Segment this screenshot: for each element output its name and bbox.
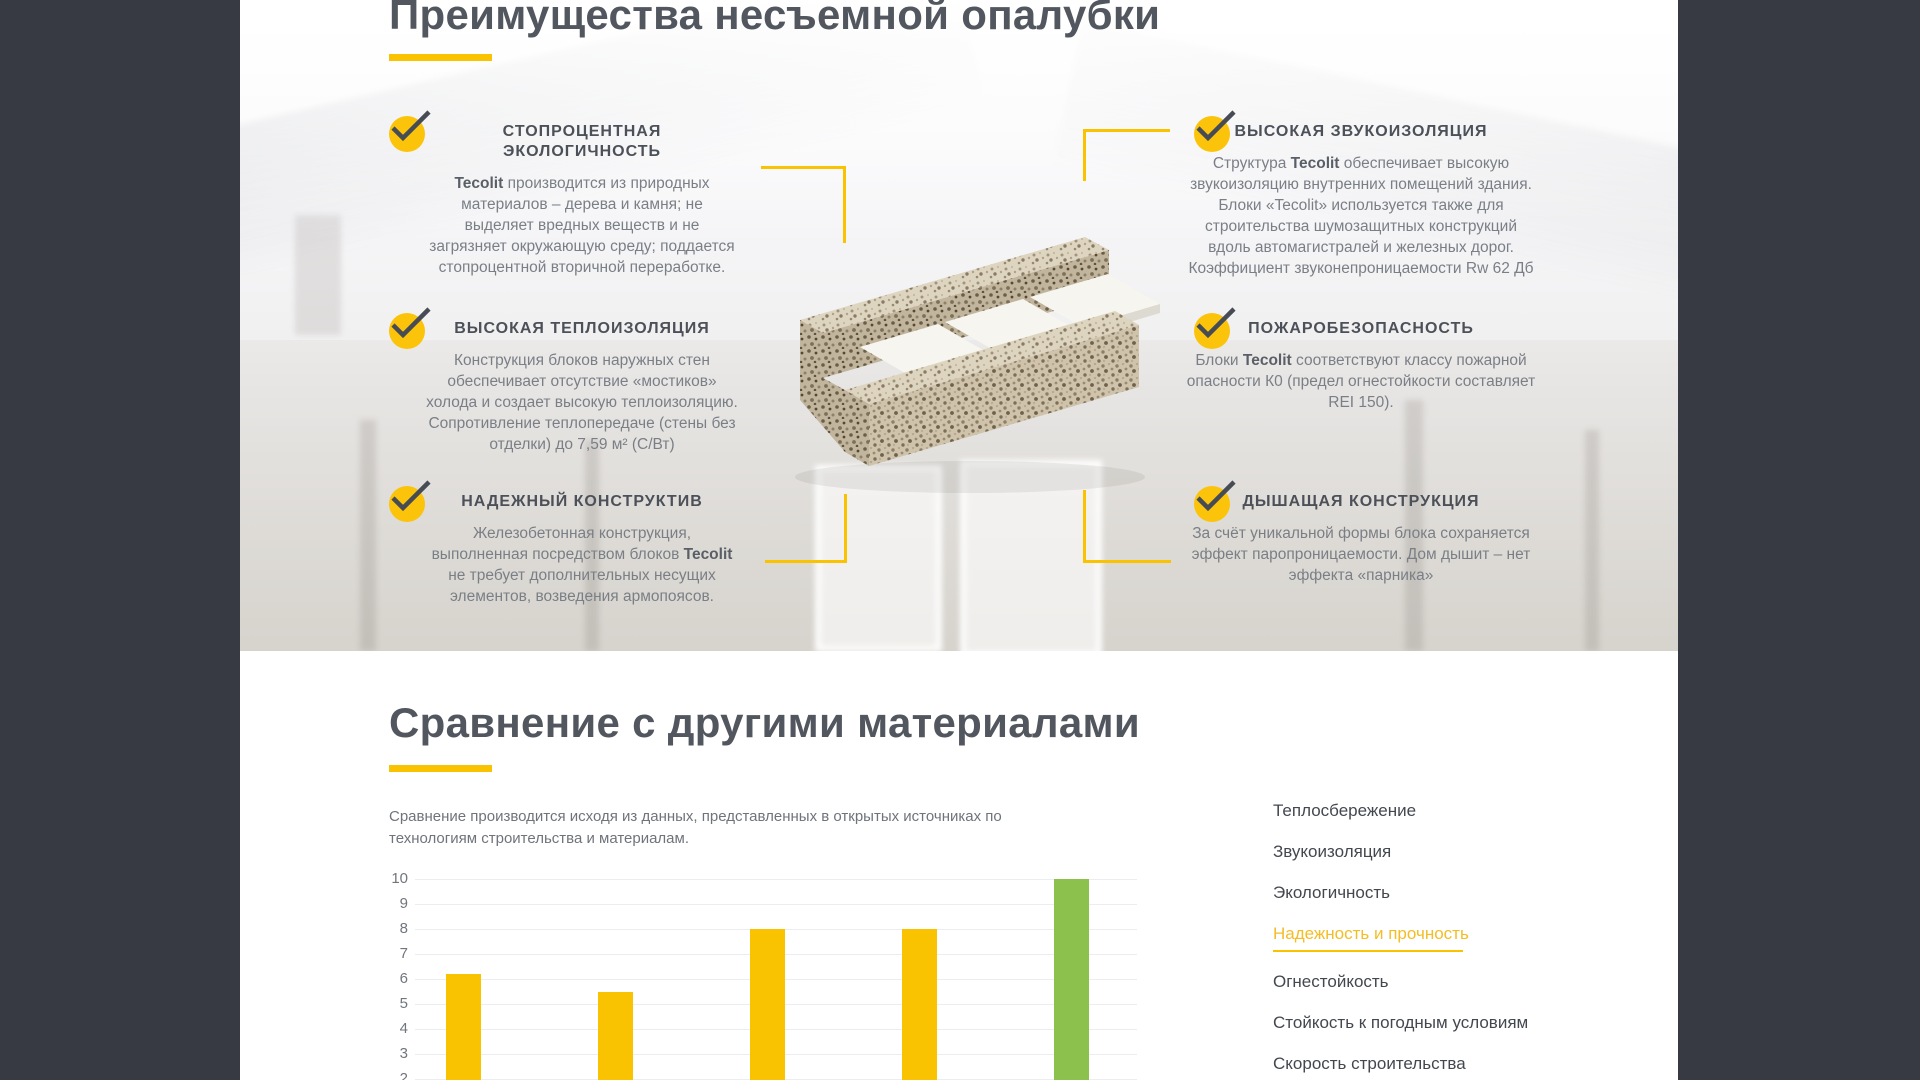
menu-item-0[interactable]: Теплосбережение	[1273, 801, 1417, 820]
feature-heading: ВЫСОКАЯ ТЕПЛОИЗОЛЯЦИЯ	[454, 320, 710, 337]
checkmark-glyph	[1196, 480, 1236, 512]
chart-bar	[598, 991, 633, 1080]
menu-item-1[interactable]: Звукоизоляция	[1273, 842, 1392, 861]
background-window	[960, 460, 1102, 651]
chart-bar	[750, 929, 785, 1080]
feature-structure: НАДЕЖНЫЙ КОНСТРУКТИВ Железобетонная конс…	[389, 480, 739, 607]
check-icon	[389, 480, 437, 522]
background-post	[585, 440, 599, 651]
menu-item-5[interactable]: Стойкость к погодным условиям	[1273, 1013, 1529, 1032]
feature-body: Железобетонная конструкция, выполненная …	[431, 525, 733, 605]
feature-heading: ВЫСОКАЯ ЗВУКОИЗОЛЯЦИЯ	[1234, 123, 1488, 140]
feature-body: Tecolit производится из природных матери…	[429, 175, 735, 276]
comparison-metric-menu: Теплосбережение Звукоизоляция Экологичност…	[1273, 800, 1613, 1080]
feature-body: Структура Tecolit обеспечивает высокую з…	[1188, 155, 1534, 277]
comparison-note: Сравнение производится исходя из данных,…	[389, 808, 1002, 847]
check-icon	[389, 110, 437, 152]
checkmark-glyph	[391, 480, 431, 512]
advantages-title: Преимущества несъемной опалубки	[389, 0, 1161, 38]
background-post	[360, 420, 376, 651]
chart-bar	[902, 929, 937, 1080]
y-axis-tick-label: 6	[399, 970, 408, 987]
checkmark-glyph	[391, 307, 431, 339]
page-content: Преимущества несъемной опалубки СТОПРОЦЕ…	[240, 0, 1678, 1080]
menu-item-6[interactable]: Скорость строительства	[1273, 1054, 1466, 1073]
background-window	[815, 465, 942, 651]
chart-bar-highlight	[1054, 879, 1089, 1080]
feature-heading: НАДЕЖНЫЙ КОНСТРУКТИВ	[461, 493, 703, 510]
background-haze	[240, 0, 1678, 240]
feature-body: За счёт уникальной формы блока сохраняет…	[1191, 525, 1531, 584]
formwork-block-3d-image	[795, 237, 1160, 493]
y-axis-tick-label: 5	[399, 995, 408, 1012]
feature-body: Блоки Tecolit соответствуют классу пожар…	[1186, 352, 1536, 411]
feature-body: Конструкция блоков наружных стен обеспеч…	[426, 352, 738, 453]
checkmark-glyph	[1196, 307, 1236, 339]
check-icon	[389, 307, 437, 349]
y-axis-tick-label: 4	[399, 1020, 408, 1037]
comparison-bar-chart: 10 9 8 7 6 5 4 3 2	[380, 868, 1150, 1080]
feature-soundproofing: ВЫСОКАЯ ЗВУКОИЗОЛЯЦИЯ Структура Tecolit …	[1185, 110, 1537, 279]
chart-gridline	[415, 879, 1137, 880]
feature-eco: СТОПРОЦЕНТНАЯ ЭКОЛОГИЧНОСТЬ Tecolit прои…	[389, 110, 739, 278]
comparison-title: Сравнение с другими материалами	[389, 699, 1140, 746]
y-axis-tick-label: 2	[399, 1070, 408, 1080]
feature-heading: ДЫШАЩАЯ КОНСТРУКЦИЯ	[1242, 493, 1480, 510]
menu-item-4[interactable]: Огнестойкость	[1273, 972, 1389, 991]
connector-line-top-left	[761, 166, 846, 243]
chart-gridline	[415, 904, 1137, 905]
check-icon	[1194, 480, 1242, 522]
y-axis-tick-label: 7	[399, 945, 408, 962]
y-axis-tick-label: 10	[391, 870, 408, 887]
active-menu-underline	[1273, 950, 1463, 952]
y-axis-tick-label: 9	[399, 895, 408, 912]
advantages-section	[240, 0, 1678, 651]
background-post	[1405, 400, 1423, 651]
feature-thermal: ВЫСОКАЯ ТЕПЛОИЗОЛЯЦИЯ Конструкция блоков…	[389, 307, 739, 455]
advantages-title-underline	[389, 54, 492, 61]
connector-line-bottom-left	[765, 494, 847, 563]
checkmark-glyph	[391, 110, 431, 142]
check-icon	[1194, 307, 1242, 349]
checkmark-glyph	[1196, 110, 1236, 142]
background-post	[1585, 430, 1599, 651]
y-axis-tick-label: 3	[399, 1045, 408, 1062]
connector-line-top-right	[1083, 129, 1170, 181]
connector-line-bottom-right	[1083, 490, 1171, 563]
feature-breathing: ДЫШАЩАЯ КОНСТРУКЦИЯ За счёт уникальной ф…	[1185, 480, 1537, 586]
feature-heading: СТОПРОЦЕНТНАЯ ЭКОЛОГИЧНОСТЬ	[502, 123, 662, 160]
feature-heading: ПОЖАРОБЕЗОПАСНОСТЬ	[1248, 320, 1474, 337]
comparison-title-underline	[389, 765, 492, 772]
feature-fire-safety: ПОЖАРОБЕЗОПАСНОСТЬ Блоки Tecolit соответ…	[1185, 307, 1537, 413]
menu-item-2[interactable]: Экологичность	[1273, 883, 1391, 902]
chart-bar	[446, 974, 481, 1080]
check-icon	[1194, 110, 1242, 152]
menu-item-3[interactable]: Надежность и прочность	[1273, 923, 1613, 952]
y-axis-tick-label: 8	[399, 920, 408, 937]
